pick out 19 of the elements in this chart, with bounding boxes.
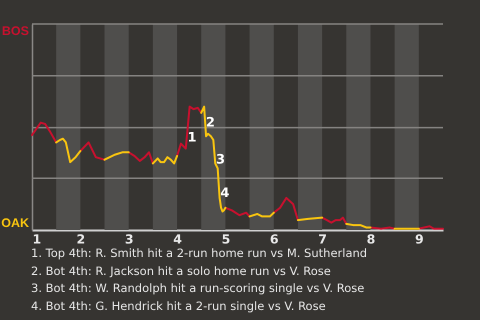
x-tick-label: 6 [270,232,279,246]
x-tick-label: 7 [318,232,327,246]
text: BOS [2,24,29,38]
x-tick-label: 3 [124,232,134,246]
x-tick-label: 9 [414,232,424,246]
annotation: 4 [220,186,230,201]
text: OAK [1,216,29,230]
x-tick-label: 5 [222,232,230,246]
text: 2. Bot 4th: R. Jackson hit a solo home run vs V. Rose [31,262,332,280]
annotation: 1 [188,130,197,146]
text: 3. Bot 4th: W. Randolph hit a run-scoring single vs V. Rose [31,280,366,298]
x-tick-label: 2 [76,232,86,246]
annotation: 3 [216,152,226,168]
text: 1. Top 4th: R. Smith hit a 2-run home run vs M. Sutherland [31,245,368,262]
annotation: 2 [206,116,215,131]
text: 4. Bot 4th: G. Hendrick hit a 2-run single vs V. Rose [31,298,327,316]
x-tick-label: 1 [32,232,42,246]
x-tick-label: 4 [173,232,182,246]
x-tick-label: 8 [366,232,376,246]
